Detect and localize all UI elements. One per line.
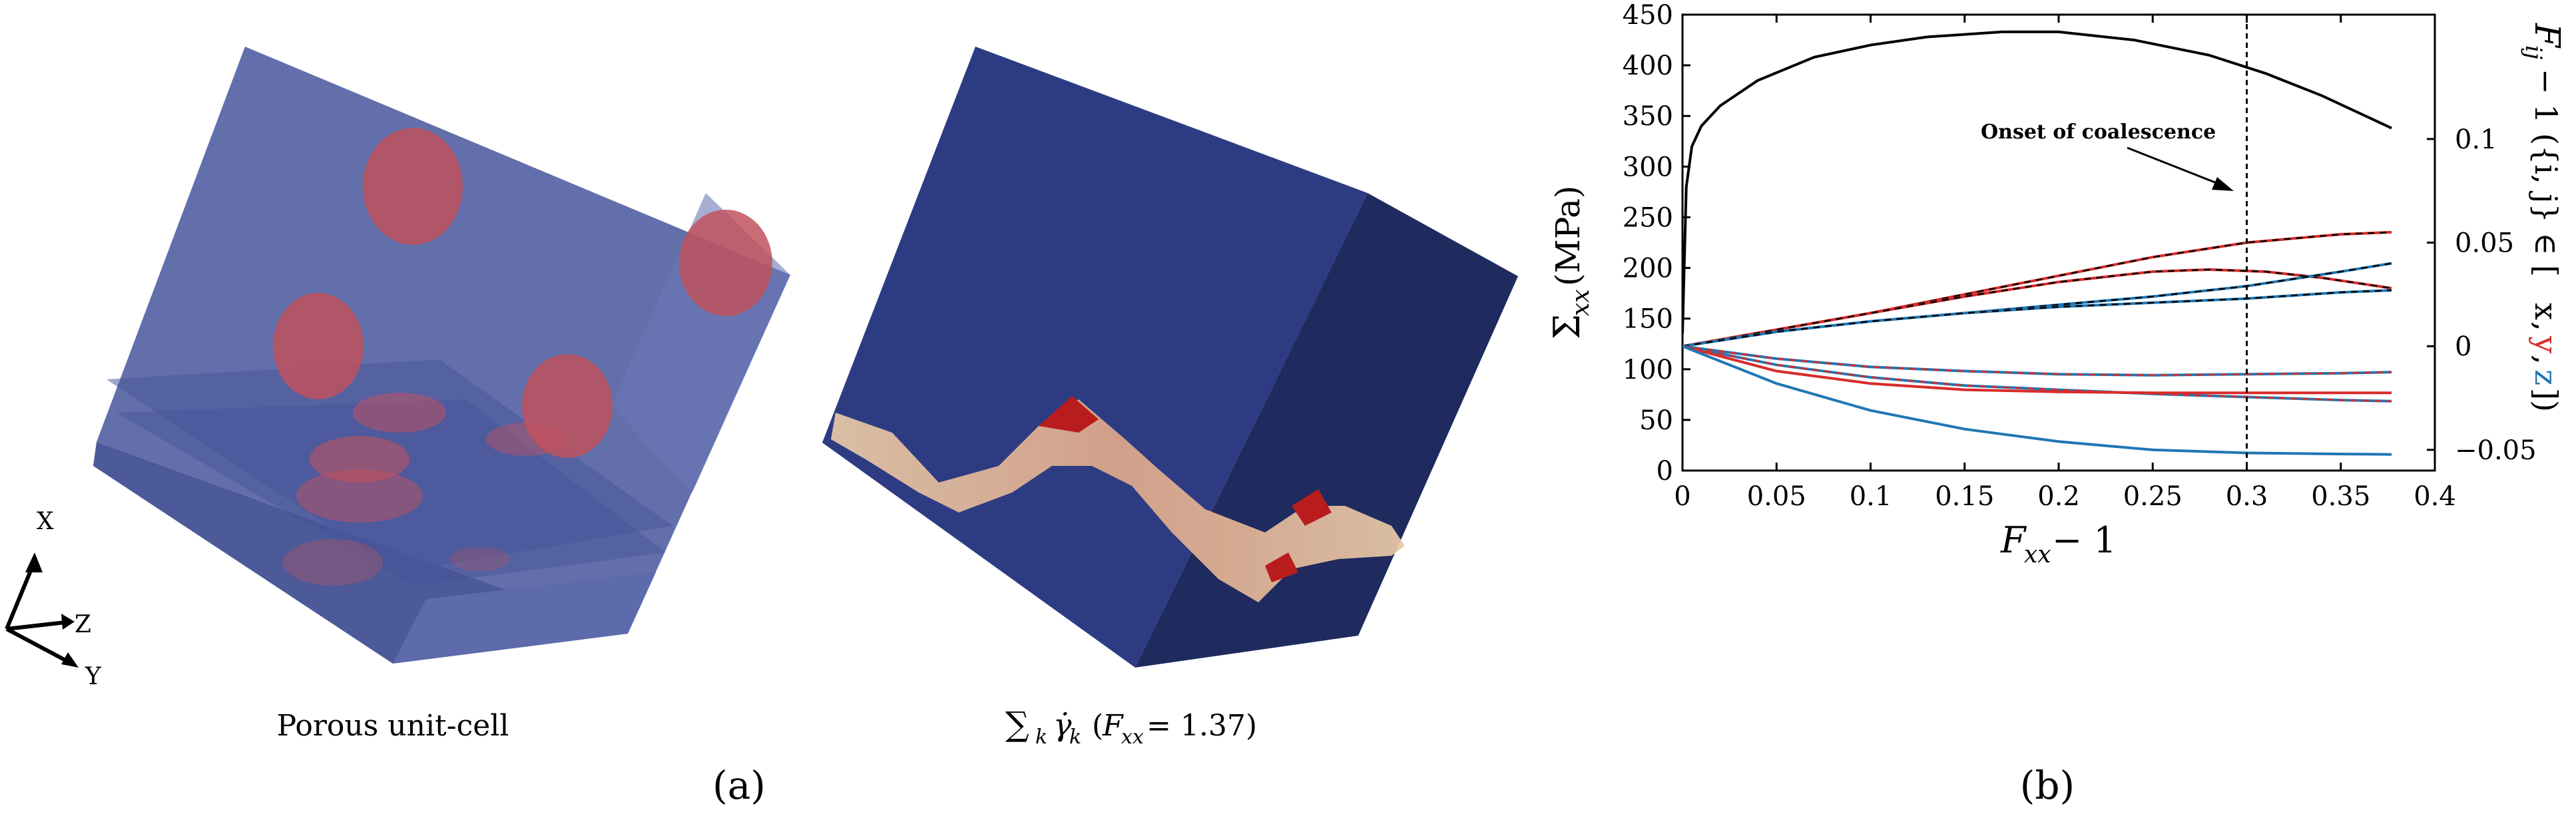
y-label-unit: (MPa) — [1549, 186, 1587, 286]
y2-label-comma1: , — [2528, 321, 2564, 331]
series-line-5 — [1682, 345, 2392, 377]
series-line-6 — [1682, 345, 2392, 403]
y-tick-label: 450 — [1623, 0, 1673, 31]
y2-label-end: ]) — [2528, 388, 2564, 412]
x-tick-label: 0.25 — [2123, 481, 2183, 512]
x-label-F: F — [2000, 519, 2027, 561]
series-overlay-3 — [1682, 262, 2392, 347]
y-tick-label: 200 — [1623, 254, 1673, 284]
y-tick-label: 100 — [1623, 355, 1673, 385]
series-overlay-1 — [1682, 231, 2392, 347]
series-line-7 — [1682, 345, 2392, 395]
chart-b: 0 0.05 0.1 0.15 0.2 0.25 0.3 0.35 0.4 0 50 100 150 2… — [1546, 0, 2567, 568]
y-tick-label: 400 — [1623, 51, 1673, 81]
y-label-sub: xx — [1567, 289, 1595, 316]
x-tick-label: 0.4 — [2414, 481, 2456, 512]
y-tick-label: 250 — [1623, 202, 1673, 233]
coalescence-annotation: Onset of coalescence — [1981, 120, 2216, 144]
curves — [1682, 30, 2392, 456]
annotation-arrowhead — [2212, 177, 2234, 191]
gamma-dot-symbol: γ̇ — [1053, 707, 1072, 743]
series-line-3 — [1682, 262, 2392, 348]
F-symbol: F — [1102, 709, 1124, 743]
sum-symbol: ∑ — [1005, 705, 1029, 743]
y2-label-y: y — [2528, 335, 2564, 353]
y2-ticks: −0.05 0 0.05 0.1 — [2427, 124, 2537, 466]
F-subscript: xx — [1121, 725, 1144, 749]
y-tick-label: 350 — [1623, 101, 1673, 132]
void-inclusions — [273, 128, 772, 586]
x-tick-label: 0.2 — [2037, 481, 2080, 512]
x-tick-label: 0 — [1674, 481, 1690, 512]
series-line-8 — [1682, 345, 2392, 456]
annotation-arrow — [2127, 146, 2226, 188]
x-tick-label: 0.15 — [1935, 481, 1994, 512]
y-tick-label: 150 — [1623, 304, 1673, 335]
y2-label-comma2: , — [2528, 355, 2564, 365]
F-value: = 1.37) — [1147, 709, 1257, 743]
y2-tick-label: −0.05 — [2455, 435, 2537, 466]
series-line-4 — [1682, 289, 2392, 348]
y2-label-sub: ij — [2520, 45, 2547, 60]
y2-tick-label: 0.1 — [2455, 124, 2497, 155]
porous-unit-cell-label: Porous unit-cell — [277, 709, 509, 743]
slip-field-render — [822, 47, 1518, 668]
x-tick-label: 0.35 — [2311, 481, 2370, 512]
x-tick-label: 0.05 — [1747, 481, 1806, 512]
y2-label-F: F — [2527, 23, 2567, 49]
open-paren: ( — [1092, 709, 1103, 743]
series-overlay-5 — [1682, 345, 2392, 377]
y2-tick-label: 0 — [2455, 331, 2471, 362]
panel-b-caption: (b) — [2020, 763, 2075, 808]
x-axis-label: F xx − 1 — [2000, 519, 2117, 568]
panel-a-caption: (a) — [712, 763, 766, 808]
x-label-sub: xx — [2024, 541, 2051, 568]
gamma-index: k — [1069, 725, 1081, 749]
y-ticks: 0 50 100 150 200 250 300 350 400 450 — [1623, 0, 1690, 487]
x-tick-label: 0.3 — [2226, 481, 2268, 512]
porous-unit-cell-render — [93, 47, 790, 664]
axis-z-label: Z — [75, 611, 91, 638]
y-tick-label: 50 — [1639, 405, 1673, 436]
y-tick-label: 0 — [1657, 456, 1673, 487]
y2-label-z: z — [2528, 369, 2564, 385]
y2-tick-label: 0.05 — [2455, 228, 2514, 259]
x-label-tail: − 1 — [2052, 519, 2117, 561]
y2-label-x: x — [2528, 303, 2564, 320]
y2-axis-label: F ij − 1 ({i, j} ∈ [ x , y , z ]) — [2520, 23, 2567, 412]
sum-index: k — [1035, 725, 1047, 749]
y-label-sigma: Σ — [1546, 314, 1588, 339]
y-tick-label: 300 — [1623, 152, 1673, 182]
series-overlay-4 — [1682, 289, 2392, 347]
plot-frame — [1681, 13, 2436, 472]
y2-label-mid: − 1 ({i, j} ∈ [ — [2528, 69, 2564, 277]
slip-field-label: ∑ k γ̇ k ( F xx = 1.37) — [1005, 705, 1257, 749]
axis-y-label: Y — [85, 663, 102, 690]
y-axis-label: Σ xx (MPa) — [1546, 186, 1595, 339]
x-ticks: 0 0.05 0.1 0.15 0.2 0.25 0.3 0.35 0.4 — [1674, 15, 2456, 512]
x-tick-label: 0.1 — [1850, 481, 1892, 512]
series-overlay-2 — [1682, 268, 2392, 347]
axis-x-label: X — [37, 508, 54, 535]
series-line-0 — [1682, 30, 2392, 334]
coordinate-triad — [5, 552, 79, 668]
